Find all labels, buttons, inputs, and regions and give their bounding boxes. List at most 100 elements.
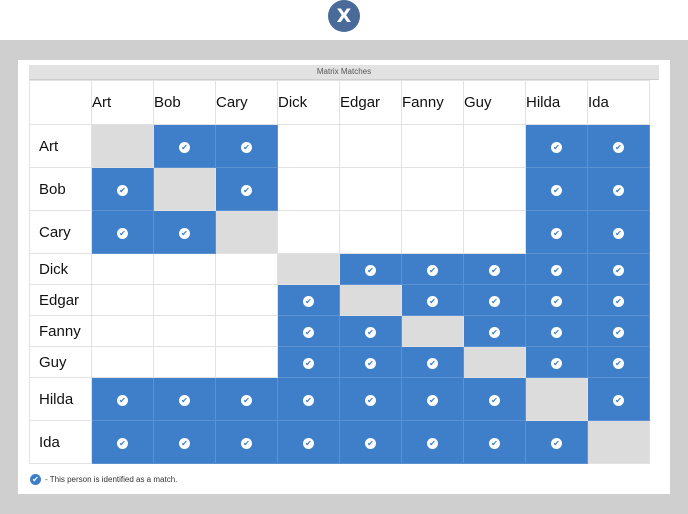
matrix-cell-guy-cary[interactable] (215, 346, 278, 378)
matrix-cell-guy-edgar[interactable]: ✔ (339, 346, 402, 378)
matrix-cell-bob-art[interactable]: ✔ (91, 167, 154, 211)
matrix-cell-dick-guy[interactable]: ✔ (463, 253, 526, 285)
matrix-cell-guy-dick[interactable]: ✔ (277, 346, 340, 378)
matrix-cell-bob-fanny[interactable] (401, 167, 464, 211)
check-icon: ✔ (613, 358, 624, 369)
check-icon: ✔ (551, 185, 562, 196)
matrix-cell-art-cary[interactable]: ✔ (215, 124, 278, 168)
matrix-cell-cary-cary[interactable] (215, 210, 278, 254)
matrix-cell-bob-cary[interactable]: ✔ (215, 167, 278, 211)
check-icon: ✔ (551, 296, 562, 307)
matrix-cell-guy-hilda[interactable]: ✔ (525, 346, 588, 378)
matrix-cell-ida-art[interactable]: ✔ (91, 420, 154, 464)
matrix-cell-dick-art[interactable] (91, 253, 154, 285)
matrix-cell-art-bob[interactable]: ✔ (153, 124, 216, 168)
matrix-cell-ida-dick[interactable]: ✔ (277, 420, 340, 464)
matrix-cell-hilda-art[interactable]: ✔ (91, 377, 154, 421)
matrix-cell-guy-art[interactable] (91, 346, 154, 378)
matrix-cell-fanny-bob[interactable] (153, 315, 216, 347)
matrix-cell-art-art[interactable] (91, 124, 154, 168)
matrix-cell-cary-bob[interactable]: ✔ (153, 210, 216, 254)
check-icon: ✔ (489, 327, 500, 338)
matrix-cell-fanny-fanny[interactable] (401, 315, 464, 347)
matrix-cell-guy-bob[interactable] (153, 346, 216, 378)
matrix-cell-fanny-ida[interactable]: ✔ (587, 315, 650, 347)
matrix-cell-edgar-guy[interactable]: ✔ (463, 284, 526, 316)
matrix-cell-art-fanny[interactable] (401, 124, 464, 168)
matrix-cell-fanny-edgar[interactable]: ✔ (339, 315, 402, 347)
matrix-cell-art-dick[interactable] (277, 124, 340, 168)
matrix-cell-edgar-art[interactable] (91, 284, 154, 316)
matrix-cell-dick-ida[interactable]: ✔ (587, 253, 650, 285)
matrix-cell-cary-ida[interactable]: ✔ (587, 210, 650, 254)
check-icon: ✔ (241, 185, 252, 196)
matrix-cell-ida-ida[interactable] (587, 420, 650, 464)
matrix-cell-edgar-hilda[interactable]: ✔ (525, 284, 588, 316)
check-icon: ✔ (365, 327, 376, 338)
matrix-cell-fanny-guy[interactable]: ✔ (463, 315, 526, 347)
matrix-cell-hilda-hilda[interactable] (525, 377, 588, 421)
matrix-cell-hilda-dick[interactable]: ✔ (277, 377, 340, 421)
matrix-cell-hilda-guy[interactable]: ✔ (463, 377, 526, 421)
matrix-cell-cary-dick[interactable] (277, 210, 340, 254)
check-icon: ✔ (365, 395, 376, 406)
matrix-cell-bob-guy[interactable] (463, 167, 526, 211)
matrix-cell-bob-bob[interactable] (153, 167, 216, 211)
matrix-cell-dick-hilda[interactable]: ✔ (525, 253, 588, 285)
matrix-cell-guy-fanny[interactable]: ✔ (401, 346, 464, 378)
matrix-cell-bob-edgar[interactable] (339, 167, 402, 211)
matrix-cell-ida-hilda[interactable]: ✔ (525, 420, 588, 464)
matrix-cell-dick-bob[interactable] (153, 253, 216, 285)
check-icon: ✔ (303, 296, 314, 307)
matrix-cell-cary-hilda[interactable]: ✔ (525, 210, 588, 254)
check-icon: ✔ (489, 296, 500, 307)
matrix-cell-ida-cary[interactable]: ✔ (215, 420, 278, 464)
matrix-cell-edgar-cary[interactable] (215, 284, 278, 316)
close-button[interactable]: X (328, 0, 360, 32)
matrix-cell-edgar-dick[interactable]: ✔ (277, 284, 340, 316)
matrix-cell-cary-guy[interactable] (463, 210, 526, 254)
matrix-cell-hilda-bob[interactable]: ✔ (153, 377, 216, 421)
matrix-cell-fanny-art[interactable] (91, 315, 154, 347)
matrix-cell-art-ida[interactable]: ✔ (587, 124, 650, 168)
matrix-cell-hilda-fanny[interactable]: ✔ (401, 377, 464, 421)
row-header-dick: Dick (29, 253, 92, 285)
matrix-cell-hilda-ida[interactable]: ✔ (587, 377, 650, 421)
matrix-cell-fanny-hilda[interactable]: ✔ (525, 315, 588, 347)
check-icon: ✔ (551, 358, 562, 369)
matrix-cell-bob-hilda[interactable]: ✔ (525, 167, 588, 211)
matrix-cell-ida-bob[interactable]: ✔ (153, 420, 216, 464)
matrix-cell-bob-dick[interactable] (277, 167, 340, 211)
matrix-cell-hilda-cary[interactable]: ✔ (215, 377, 278, 421)
matrix-cell-cary-art[interactable]: ✔ (91, 210, 154, 254)
column-header-art: Art (91, 80, 154, 125)
matrix-cell-cary-fanny[interactable] (401, 210, 464, 254)
matrix-cell-bob-ida[interactable]: ✔ (587, 167, 650, 211)
matrix-cell-art-hilda[interactable]: ✔ (525, 124, 588, 168)
check-icon: ✔ (427, 438, 438, 449)
matrix-cell-dick-cary[interactable] (215, 253, 278, 285)
matrix-cell-cary-edgar[interactable] (339, 210, 402, 254)
matrix-cell-edgar-ida[interactable]: ✔ (587, 284, 650, 316)
matrix-cell-dick-edgar[interactable]: ✔ (339, 253, 402, 285)
column-header-fanny: Fanny (401, 80, 464, 125)
matrix-cell-fanny-cary[interactable] (215, 315, 278, 347)
matrix-cell-ida-fanny[interactable]: ✔ (401, 420, 464, 464)
matrix-cell-dick-dick[interactable] (277, 253, 340, 285)
matrix-cell-dick-fanny[interactable]: ✔ (401, 253, 464, 285)
row-header-ida: Ida (29, 420, 92, 464)
matrix-cell-ida-edgar[interactable]: ✔ (339, 420, 402, 464)
matrix-cell-art-guy[interactable] (463, 124, 526, 168)
matrix-cell-fanny-dick[interactable]: ✔ (277, 315, 340, 347)
matrix-cell-guy-guy[interactable] (463, 346, 526, 378)
matrix-cell-ida-guy[interactable]: ✔ (463, 420, 526, 464)
matrix-cell-edgar-fanny[interactable]: ✔ (401, 284, 464, 316)
close-icon[interactable]: X (336, 5, 352, 27)
column-header-ida: Ida (587, 80, 650, 125)
matrix-cell-guy-ida[interactable]: ✔ (587, 346, 650, 378)
matrix-cell-hilda-edgar[interactable]: ✔ (339, 377, 402, 421)
matrix-cell-edgar-bob[interactable] (153, 284, 216, 316)
matrix-row-bob: Bob ✔ ✔ ✔ ✔ (29, 167, 650, 211)
matrix-cell-art-edgar[interactable] (339, 124, 402, 168)
matrix-cell-edgar-edgar[interactable] (339, 284, 402, 316)
